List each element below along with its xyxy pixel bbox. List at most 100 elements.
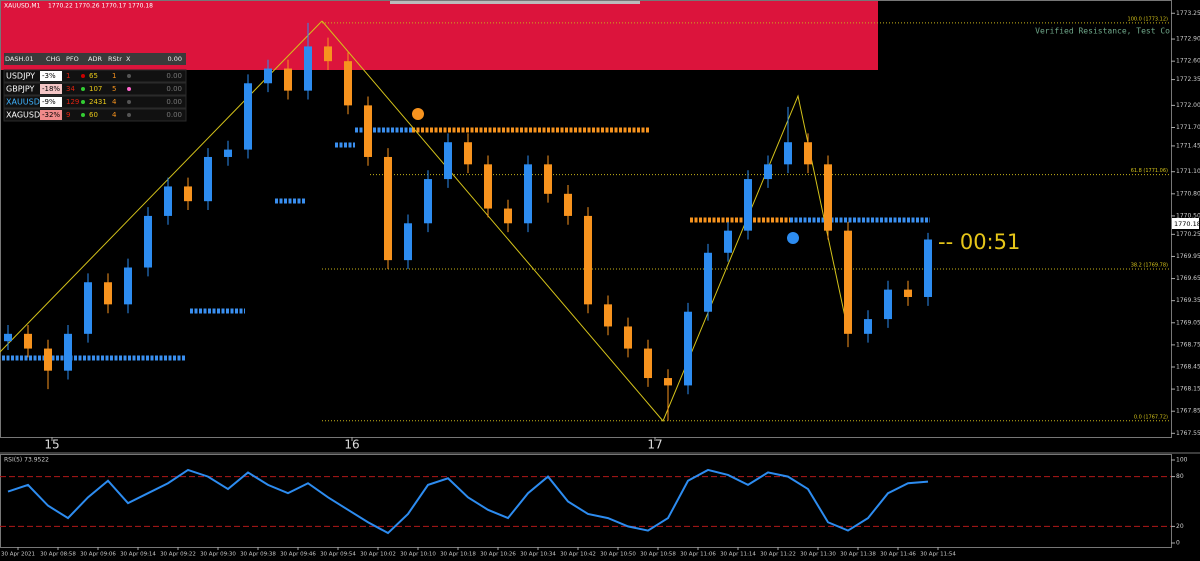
dash-adr: 65 (89, 72, 98, 80)
dash-header: X (126, 55, 131, 63)
candle-body (784, 142, 792, 165)
countdown: -- 00:51 (938, 230, 1020, 254)
x-tick-label: 30 Apr 2021 (1, 552, 35, 558)
dash-chg-bg (40, 110, 62, 120)
dash-header: ADR (88, 55, 102, 63)
y-tick-label: 1771.45 (1176, 142, 1200, 149)
price-tag: 1770.18 (1174, 220, 1200, 228)
y-tick-label: 1772.00 (1176, 102, 1200, 109)
candle-body (524, 164, 532, 224)
candle-body (884, 289, 892, 320)
candle-body (464, 142, 472, 165)
y-tick-label: 100 (1176, 457, 1188, 464)
dash-header: PFO (66, 55, 79, 63)
candle-body (764, 164, 772, 180)
x-tick-label: 30 Apr 10:02 (360, 552, 396, 558)
x-tick-label: 30 Apr 09:54 (320, 552, 356, 558)
y-tick-label: 1769.95 (1176, 253, 1200, 260)
dash-dot (127, 100, 131, 104)
candles (4, 22, 932, 421)
candle-body (444, 142, 452, 180)
symbol: XAUUSD,M1 (4, 3, 41, 10)
candle-body (84, 282, 92, 334)
y-tick-label: 1770.80 (1176, 190, 1200, 197)
y-tick-label: 1769.05 (1176, 319, 1200, 326)
dash-dot (81, 87, 85, 91)
candle-body (904, 289, 912, 297)
dash-chg-bg (40, 84, 62, 94)
x-tick-label: 30 Apr 10:50 (600, 552, 636, 558)
dash-dot (81, 100, 85, 104)
signal-dot (787, 232, 799, 244)
dash-dot (127, 74, 131, 78)
y-tick-label: 1771.70 (1176, 124, 1200, 131)
y-tick-label: 1769.35 (1176, 297, 1200, 304)
dash-header-bg (4, 53, 186, 65)
dash-symbol: USDJPY (6, 72, 35, 81)
dash-header: DASH.01 (5, 55, 34, 63)
candle-body (484, 164, 492, 209)
candle-body (584, 215, 592, 305)
y-tick-label: 1772.35 (1176, 76, 1200, 83)
candle-body (244, 83, 252, 150)
x-tick-label: 30 Apr 09:06 (80, 552, 116, 558)
x-tick-label: 30 Apr 10:26 (480, 552, 516, 558)
dash-adr: 60 (89, 111, 98, 119)
candle-body (204, 156, 212, 202)
dash-symbol: XAGUSD (6, 111, 40, 120)
x-tick-label: 30 Apr 11:30 (800, 552, 836, 558)
candle-body (24, 333, 32, 349)
y-tick-label: 1767.85 (1176, 408, 1200, 415)
candle-body (164, 186, 172, 216)
dash-header: CHG (46, 55, 60, 63)
dash-chg-bg (40, 97, 62, 107)
candle-body (544, 164, 552, 194)
candle-body (844, 230, 852, 334)
candle-body (804, 142, 812, 165)
y-tick-label: 1772.60 (1176, 58, 1200, 65)
candle-body (644, 348, 652, 379)
candle-body (504, 208, 512, 224)
dash-rstr: 1 (112, 72, 116, 80)
signal-dot (412, 108, 424, 120)
x-tick-label: 15 (44, 438, 59, 452)
dash-chg: -32% (42, 111, 60, 119)
x-tick-label: 30 Apr 10:10 (400, 552, 436, 558)
fib-label: 38.2 (1769.78) (1131, 262, 1168, 268)
x-tick-label: 17 (647, 438, 662, 452)
dash-adr: 2431 (89, 98, 107, 106)
scroll-bar (390, 1, 640, 4)
x-tick-label: 30 Apr 09:46 (280, 552, 316, 558)
rsi-title: RSI(5) 73.9522 (4, 457, 49, 464)
dash-dot (81, 74, 85, 78)
rsi-panel-border (0, 454, 1172, 548)
dash-dot (127, 87, 131, 91)
dash-adr: 107 (89, 85, 102, 93)
dash-value: 0.00 (166, 72, 182, 80)
dash-pfo: 1 (66, 72, 70, 80)
candle-body (184, 186, 192, 202)
x-tick-label: 30 Apr 10:58 (640, 552, 676, 558)
dash-dot (127, 113, 131, 117)
candle-body (144, 215, 152, 268)
candle-body (284, 68, 292, 91)
candle-body (864, 319, 872, 334)
candle-body (604, 304, 612, 327)
dash-value: 0.00 (166, 98, 182, 106)
x-tick-label: 30 Apr 08:58 (40, 552, 76, 558)
zone-label: Verified Resistance, Test Co (1035, 27, 1170, 36)
axes: 1767.55 1767.85 1768.15 1768.45 1768.75 1769.… (1, 10, 1200, 558)
y-tick-label: 0 (1176, 540, 1180, 547)
candle-body (364, 105, 372, 157)
dash-pfo: 129 (66, 98, 79, 106)
y-tick-label: 20 (1176, 523, 1184, 530)
price-tag-bg (1172, 218, 1199, 229)
candle-body (724, 230, 732, 253)
y-tick-label: 1770.50 (1176, 212, 1200, 219)
dash-pfo: 34 (66, 85, 75, 93)
dash-header: 0.00 (168, 55, 182, 63)
candle-body (4, 333, 12, 342)
dash-value: 0.00 (166, 85, 182, 93)
fib-label: 61.8 (1771.06) (1131, 168, 1168, 174)
